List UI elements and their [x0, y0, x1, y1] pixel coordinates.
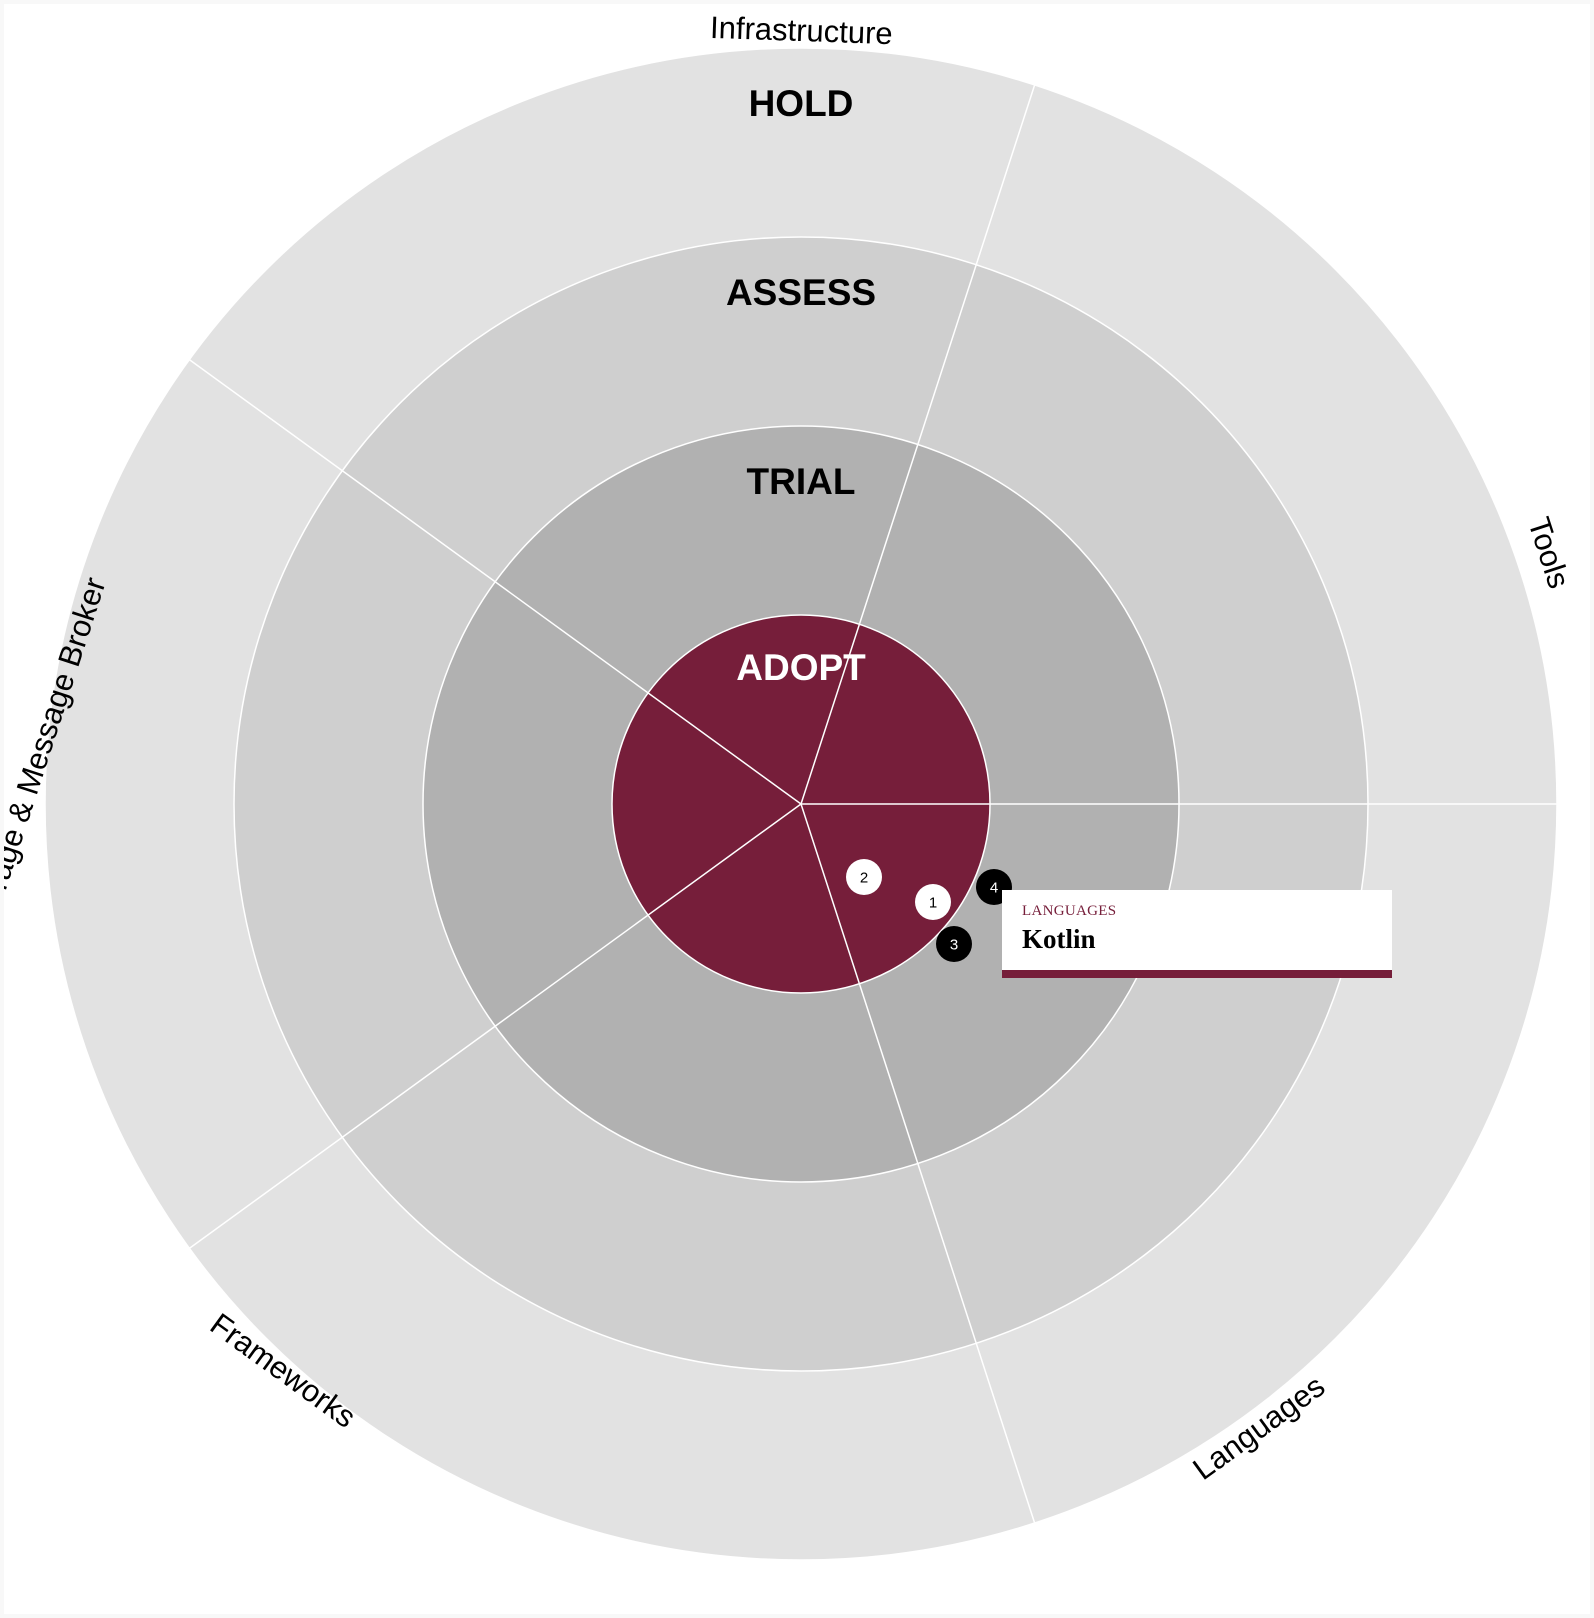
blip-marker[interactable]: [846, 859, 882, 895]
quadrant-divider: [188, 803, 802, 1249]
ring-label-trial: TRIAL: [747, 461, 856, 502]
tech-radar: ADOPT TRIAL ASSESS HOLD Infrastructure Tools…: [4, 10, 1577, 1561]
blip-2[interactable]: 2: [846, 859, 882, 895]
ring-label-hold: HOLD: [749, 83, 854, 124]
radar-canvas: ADOPT TRIAL ASSESS HOLD Infrastructure Tools…: [4, 4, 1590, 1614]
tooltip-blip-name: Kotlin: [1022, 924, 1096, 954]
quadrant-divider: [800, 84, 1036, 805]
ring-labels: ADOPT TRIAL ASSESS HOLD: [726, 83, 876, 688]
blip-number: 1: [929, 895, 937, 912]
quadrant-label-tools: Tools: [1521, 513, 1577, 593]
blip-number: 2: [860, 870, 868, 887]
blip-1[interactable]: 1: [915, 884, 951, 920]
quadrant-dividers: [188, 84, 1557, 1524]
quadrant-divider: [188, 359, 802, 805]
blip-3[interactable]: 3: [936, 926, 972, 962]
blips-layer: 1 2 3 4: [846, 859, 1012, 962]
quadrant-label-infrastructure: Infrastructure: [709, 10, 893, 51]
quadrant-divider: [800, 803, 1036, 1524]
blip-tooltip: LANGUAGES Kotlin: [1002, 890, 1392, 978]
tooltip-quadrant: LANGUAGES: [1022, 903, 1117, 919]
blip-marker[interactable]: [936, 926, 972, 962]
ring-label-assess: ASSESS: [726, 272, 876, 313]
blip-marker[interactable]: [915, 884, 951, 920]
ring-label-adopt: ADOPT: [736, 647, 866, 688]
blip-number: 4: [990, 880, 998, 897]
blip-number: 3: [950, 937, 958, 954]
